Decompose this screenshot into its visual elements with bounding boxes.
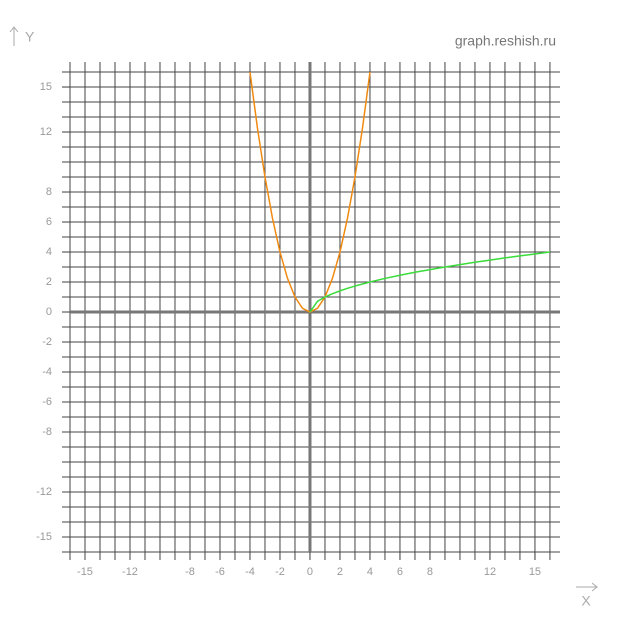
y-axis-label: Y: [25, 29, 35, 45]
curve: [309, 251, 551, 313]
y-tick-label: 6: [46, 216, 52, 228]
y-tick-label: -15: [36, 531, 52, 543]
y-tick-label: -6: [42, 396, 52, 408]
y-tick-label: 12: [40, 126, 52, 138]
x-arrow-head: [591, 582, 598, 592]
x-tick-label: -2: [275, 566, 285, 578]
x-tick-label: 12: [484, 566, 496, 578]
y-tick-label: -2: [42, 336, 52, 348]
x-tick-label: 0: [307, 566, 313, 578]
y-tick-label: 0: [46, 306, 52, 318]
x-tick-label: 4: [367, 566, 373, 578]
x-tick-label: -15: [77, 566, 93, 578]
y-tick-label: 4: [46, 246, 52, 258]
y-tick-label: -12: [36, 486, 52, 498]
x-tick-label: 15: [529, 566, 541, 578]
x-tick-label: -4: [245, 566, 255, 578]
y-tick-label: -8: [42, 426, 52, 438]
watermark: graph.reshish.ru: [455, 33, 556, 49]
y-tick-label: 2: [46, 276, 52, 288]
x-tick-label: -6: [215, 566, 225, 578]
x-axis-label: X: [581, 593, 591, 609]
y-tick-label: 8: [46, 186, 52, 198]
y-arrow-head: [9, 26, 19, 33]
y-tick-label: -4: [42, 366, 52, 378]
x-tick-label: 2: [337, 566, 343, 578]
x-tick-label: 8: [427, 566, 433, 578]
x-tick-label: -12: [122, 566, 138, 578]
x-tick-label: 6: [397, 566, 403, 578]
x-tick-label: -8: [185, 566, 195, 578]
y-tick-label: 15: [40, 81, 52, 93]
